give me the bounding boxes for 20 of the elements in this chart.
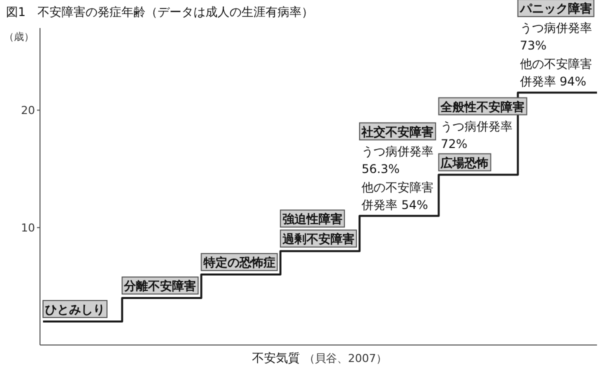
annotation: 全般性不安障害 [440,100,525,114]
annotation: 他の不安障害併発率 54% [360,180,434,212]
annotation: 分離不安障害 [123,279,196,294]
annotation: 広場恐怖 [440,156,489,170]
y-tick-label: 10 [21,221,35,234]
annotation: 強迫性障害 [282,212,342,226]
annotation: 社交不安障害 [360,124,434,139]
annotation: うつ病併発率56.3% [362,144,434,176]
text: パニック障害 [518,2,592,16]
annotation: うつ病併発率72% [440,119,513,151]
annotation: 他の不安障害併発率 94% [518,57,592,89]
y-tick-label: 20 [21,104,35,118]
annotation: 過剰不安障害 [281,232,354,246]
text: （貝谷、2007） [304,352,387,365]
annotation: ひとみしり [45,302,105,317]
y-axis-title: （歳） [4,31,34,43]
annotation: 特定の恐怖症 [202,256,276,270]
annotation: うつ病併発率73% [520,21,592,53]
x-axis-title: 不安気質 [252,351,300,365]
chart-title: 図1 不安障害の発症年齢（データは成人の生涯有病率） [6,5,314,19]
